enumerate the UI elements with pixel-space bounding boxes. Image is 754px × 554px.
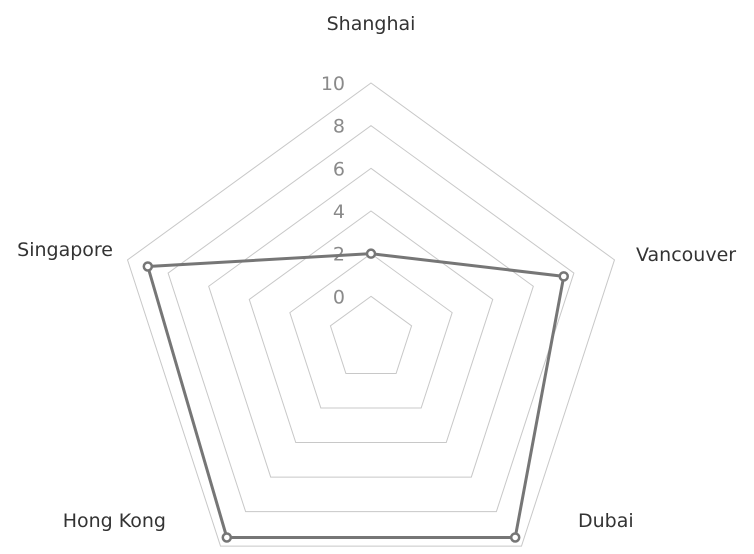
axis-label-vancouver: Vancouver: [636, 244, 736, 266]
axis-label-singapore: Singapore: [17, 239, 113, 261]
series-layer: [142, 248, 569, 543]
data-point-hong-kong: [221, 532, 233, 543]
grid-layer: [126, 82, 616, 547]
grid-ring-4: [248, 210, 494, 444]
grid-ring-6: [208, 167, 534, 478]
data-point-dubai: [509, 532, 521, 543]
axis-label-hong-kong: Hong Kong: [63, 510, 166, 532]
axis-label-layer: Shanghai Vancouver Dubai Hong Kong Singapore: [17, 13, 736, 532]
data-point-vancouver: [558, 271, 569, 282]
tick-label: 6: [333, 158, 345, 180]
tick-label: 10: [321, 73, 345, 95]
axis-label-dubai: Dubai: [578, 510, 634, 532]
grid-ring-0: [329, 295, 413, 375]
tick-label: 8: [333, 116, 345, 138]
axis-label-shanghai: Shanghai: [327, 13, 416, 35]
grid-ring-8: [167, 125, 575, 513]
data-point-singapore: [142, 261, 154, 272]
grid-ring-2: [289, 253, 453, 409]
grid-ring-10: [126, 82, 616, 547]
tick-label: 4: [333, 201, 345, 223]
data-point-shanghai: [365, 248, 377, 259]
tick-label: 0: [333, 286, 345, 308]
series-line: [146, 252, 566, 539]
